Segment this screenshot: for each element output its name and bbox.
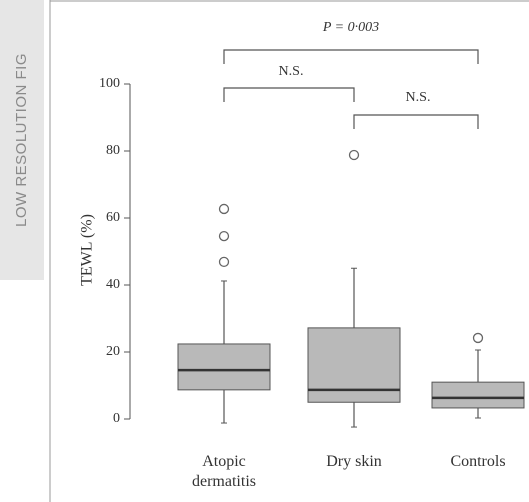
y-tick-label: 60 [106,210,120,225]
y-tick-label: 80 [106,143,120,158]
outlier [218,256,230,268]
y-axis-label: TEWL (%) [79,214,96,286]
watermark: LOW RESOLUTION FIG [13,53,30,227]
outlier [218,203,230,215]
annotation: N.S. [279,64,304,79]
bracket [223,87,355,102]
annotation: P = 0·003 [322,20,379,35]
x-tick-label: Controls [450,453,506,470]
x-tick-label: Dry skin [326,453,382,470]
outlier [218,230,230,242]
y-tick-label: 40 [106,277,120,292]
watermark-bg [0,0,44,280]
outlier [348,149,360,161]
bracket [223,49,479,64]
y-tick-label: 20 [106,344,120,359]
box [431,381,525,409]
y-tick-label: 100 [99,76,120,91]
bracket [353,114,479,129]
x-tick-label: Atopic dermatitis [192,453,256,490]
y-tick-label: 0 [113,411,120,426]
annotation: N.S. [406,90,431,105]
box [177,343,271,391]
outlier [472,332,484,344]
